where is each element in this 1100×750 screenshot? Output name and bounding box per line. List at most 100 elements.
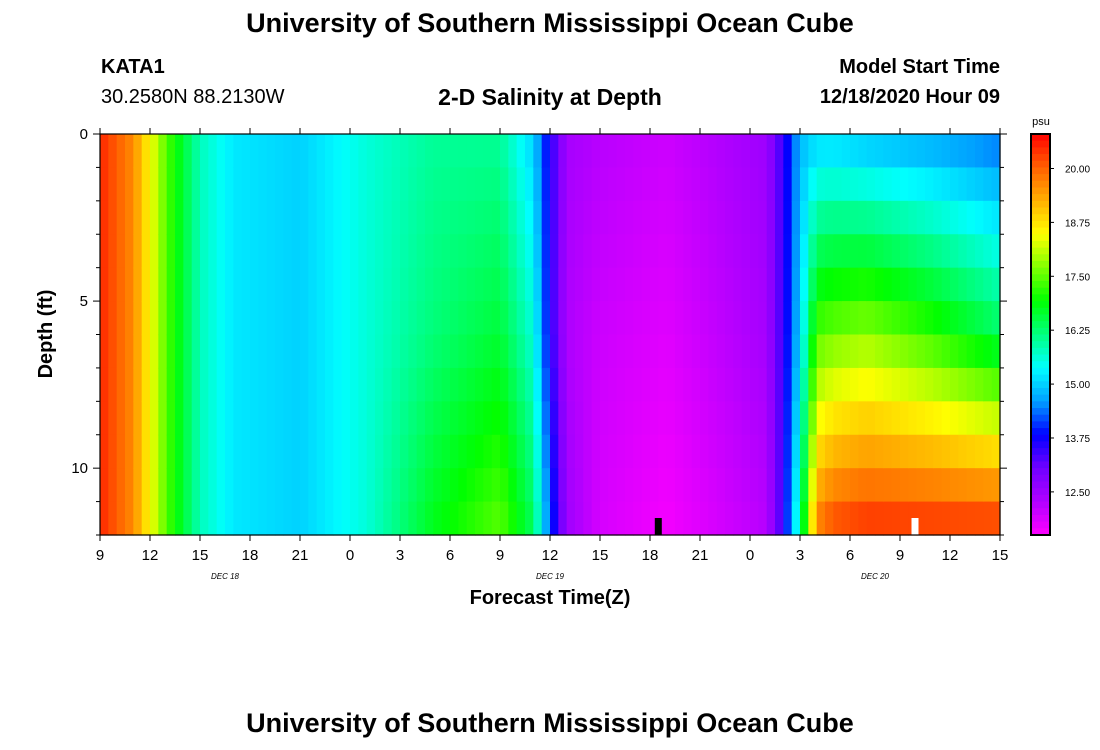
heatmap-cell <box>425 200 434 235</box>
heatmap-cell <box>433 267 443 302</box>
heatmap-cell <box>375 267 384 302</box>
heatmap-cell <box>808 200 818 235</box>
heatmap-cell <box>608 301 618 336</box>
heatmap-cell <box>266 267 276 302</box>
heatmap-cell <box>466 200 476 235</box>
heatmap-cell <box>191 200 201 235</box>
heatmap-cell <box>316 501 326 536</box>
heatmap-cell <box>716 301 726 336</box>
heatmap-cell <box>708 301 718 336</box>
heatmap-cell <box>366 401 376 436</box>
heatmap-cell <box>583 434 593 469</box>
heatmap-cell <box>325 134 334 169</box>
heatmap-cell <box>850 134 859 169</box>
heatmap-cell <box>766 367 776 402</box>
heatmap-cell <box>541 267 551 302</box>
heatmap-cell <box>533 267 543 302</box>
heatmap-cell <box>150 301 159 336</box>
heatmap-cell <box>733 301 743 336</box>
heatmap-cell <box>208 301 218 336</box>
heatmap-cell <box>141 134 151 169</box>
heatmap-cell <box>375 301 384 336</box>
heatmap-cell <box>491 301 501 336</box>
heatmap-cell <box>483 200 493 235</box>
x-tick-label: 9 <box>96 547 104 564</box>
heatmap-cell <box>250 134 259 169</box>
heatmap-cell <box>508 434 518 469</box>
heatmap-cell <box>133 501 143 536</box>
heatmap-cell <box>400 367 409 402</box>
heatmap-cell <box>850 468 859 503</box>
x-axis-title: Forecast Time(Z) <box>470 587 631 609</box>
heatmap-cell <box>283 167 293 202</box>
heatmap-cell <box>166 434 176 469</box>
heatmap-cell <box>133 167 143 202</box>
heatmap-cell <box>858 167 868 202</box>
heatmap-cell <box>666 267 676 302</box>
heatmap-cell <box>300 234 309 269</box>
heatmap-cell <box>466 134 476 169</box>
heatmap-cell <box>133 301 143 336</box>
colorbar-segment <box>1031 414 1050 422</box>
heatmap-cell <box>883 267 893 302</box>
heatmap-cell <box>100 134 109 169</box>
heatmap-cell <box>150 200 159 235</box>
heatmap-cell <box>983 167 993 202</box>
heatmap-cell <box>341 334 351 369</box>
heatmap-cell <box>483 468 493 503</box>
heatmap-cell <box>341 234 351 269</box>
heatmap-cell <box>866 468 876 503</box>
heatmap-cell <box>591 134 601 169</box>
heatmap-cell <box>916 468 926 503</box>
heatmap-cell <box>508 301 518 336</box>
heatmap-cell <box>300 501 309 536</box>
heatmap-cell <box>116 267 126 302</box>
heatmap-cell <box>691 167 701 202</box>
colorbar-tick-label: 12.50 <box>1065 488 1090 499</box>
heatmap-cell <box>700 334 709 369</box>
heatmap-cell <box>258 167 268 202</box>
heatmap-cell <box>441 234 451 269</box>
heatmap-cell <box>241 134 251 169</box>
heatmap-cell <box>475 334 484 369</box>
heatmap-cell <box>358 134 368 169</box>
heatmap-cell <box>283 401 293 436</box>
heatmap-cell <box>558 334 568 369</box>
heatmap-cell <box>450 267 459 302</box>
heatmap-cell <box>191 134 201 169</box>
heatmap-cell <box>925 334 934 369</box>
heatmap-cell <box>566 334 576 369</box>
colorbar-segment <box>1031 187 1050 195</box>
heatmap-cell <box>700 434 709 469</box>
heatmap-cell <box>858 234 868 269</box>
heatmap-cell <box>366 267 376 302</box>
heatmap-cell <box>575 334 584 369</box>
heatmap-cell <box>450 334 459 369</box>
heatmap-cell <box>300 367 309 402</box>
heatmap-cell <box>550 468 559 503</box>
heatmap-cell <box>666 167 676 202</box>
heatmap-cell <box>825 501 834 536</box>
heatmap-cell <box>758 267 768 302</box>
heatmap-cell <box>216 367 226 402</box>
heatmap-cell <box>341 367 351 402</box>
heatmap-cell <box>500 167 509 202</box>
heatmap-cell <box>475 501 484 536</box>
heatmap-cell <box>291 367 301 402</box>
x-date-label: DEC 18 <box>211 572 240 581</box>
heatmap-cell <box>450 200 459 235</box>
heatmap-cell <box>150 267 159 302</box>
heatmap-cell <box>150 334 159 369</box>
heatmap-cell <box>358 468 368 503</box>
heatmap-cell <box>925 167 934 202</box>
heatmap-cell <box>383 200 393 235</box>
heatmap-cell <box>600 234 609 269</box>
heatmap-cell <box>125 367 134 402</box>
heatmap-cell <box>166 401 176 436</box>
heatmap-cell <box>641 200 651 235</box>
x-tick-label: 0 <box>346 547 354 564</box>
heatmap-cell <box>141 501 151 536</box>
colorbar-segment <box>1031 214 1050 222</box>
colorbar-segment <box>1031 301 1050 309</box>
heatmap-cell <box>241 334 251 369</box>
